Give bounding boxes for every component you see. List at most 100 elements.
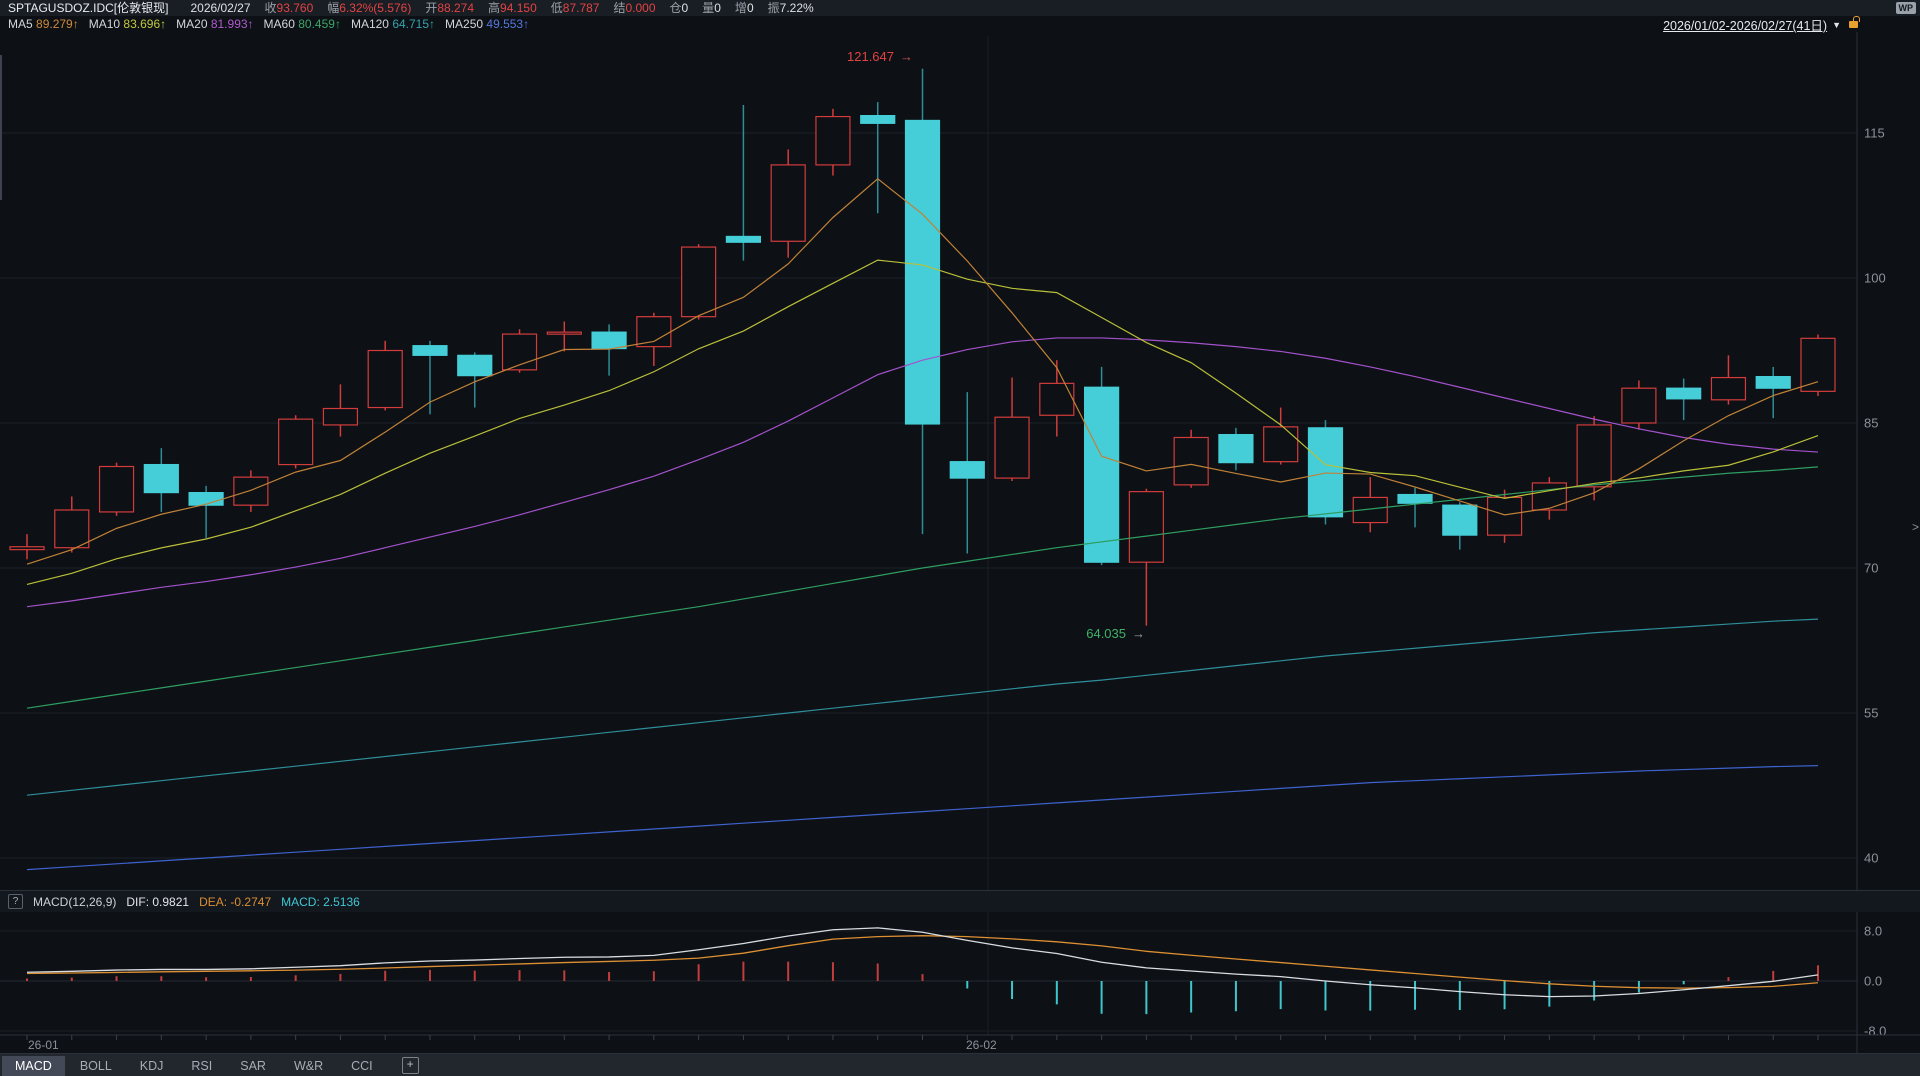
candle — [1442, 504, 1478, 536]
add-indicator-button[interactable]: + — [401, 1057, 419, 1074]
ma5-line — [26, 178, 1819, 565]
left-scroll-strip[interactable] — [0, 55, 2, 200]
x-axis-label: 26-01 — [28, 1038, 59, 1052]
macd-indicator-bar: ? MACD(12,26,9) DIF: 0.9821 DEA: -0.2747 MA… — [0, 890, 1920, 912]
candle — [98, 465, 135, 513]
dif-line — [26, 927, 1819, 998]
tab-macd[interactable]: MACD — [2, 1055, 65, 1076]
candle — [322, 407, 359, 426]
help-icon[interactable]: ? — [8, 894, 23, 909]
candle — [1755, 375, 1791, 389]
candle — [1128, 491, 1164, 563]
svg-text:100: 100 — [1864, 270, 1886, 285]
svg-text:0.0: 0.0 — [1864, 974, 1882, 989]
quote-field: 高94.150 — [488, 1, 537, 15]
tab-cci[interactable]: CCI — [351, 1058, 373, 1073]
candle — [1083, 386, 1120, 563]
candle — [54, 509, 90, 549]
candle — [1397, 493, 1433, 504]
unlock-icon[interactable] — [1849, 16, 1860, 28]
macd-value: MACD: 2.5136 — [281, 894, 360, 909]
ma-legend-ma120: MA120 64.715↑ — [350, 17, 436, 31]
svg-text:8.0: 8.0 — [1864, 924, 1882, 939]
candle — [994, 416, 1030, 479]
svg-text:70: 70 — [1864, 561, 1878, 576]
indicator-tab-bar: MACD BOLL KDJ RSI SAR W&R CCI + — [0, 1053, 1920, 1076]
date-range-control[interactable]: 2026/01/02-2026/02/27(41日) ▼ — [1663, 16, 1860, 33]
tab-kdj[interactable]: KDJ — [139, 1058, 164, 1073]
ma-legend-ma60: MA60 80.459↑ — [263, 17, 341, 31]
candle — [233, 476, 269, 506]
candle — [1800, 337, 1836, 392]
ma20-line — [26, 337, 1819, 608]
candle — [1621, 387, 1657, 424]
candle — [9, 546, 45, 551]
candle — [1486, 496, 1523, 536]
candle — [143, 463, 179, 494]
candle — [1666, 387, 1702, 400]
ma-legend-ma5: MA5 89.279↑ — [8, 17, 79, 31]
quote-date: 2026/02/27 — [190, 1, 251, 15]
candle — [1531, 482, 1567, 511]
candle — [546, 331, 582, 335]
quote-field: 量0 — [702, 1, 721, 15]
symbol-name: SPTAGUSDOZ.IDC[伦敦银现] — [8, 1, 169, 15]
macd-values: MACD(12,26,9) DIF: 0.9821 DEA: -0.2747 MACD… — [23, 895, 360, 909]
candle — [770, 164, 806, 242]
quote-field: 幅6.32%(5.576) — [327, 1, 412, 15]
x-axis-label: 26-02 — [966, 1038, 997, 1052]
svg-text:85: 85 — [1864, 416, 1878, 431]
macd-value: MACD(12,26,9) — [33, 894, 117, 909]
quote-field: 结0.000 — [613, 1, 656, 15]
candle — [278, 418, 314, 466]
wp-badge-icon[interactable]: WP — [1895, 2, 1916, 14]
svg-text:55: 55 — [1864, 706, 1878, 721]
candle — [1263, 426, 1299, 463]
quote-field: 振7.22% — [767, 1, 814, 15]
tab-rsi[interactable]: RSI — [191, 1058, 213, 1073]
quote-fields: 收93.760 幅6.32%(5.576) 开88.274 高94.150 低87.78… — [251, 0, 814, 16]
candle — [188, 492, 224, 506]
tab-boll[interactable]: BOLL — [79, 1058, 112, 1073]
candle — [1218, 434, 1254, 464]
macd-value: DIF: 0.9821 — [126, 894, 190, 909]
panel-expand-icon[interactable]: > — [1911, 520, 1919, 534]
dea-line — [26, 935, 1819, 989]
candle — [815, 115, 851, 166]
quote-field: 收93.760 — [264, 1, 314, 15]
tab-wr[interactable]: W&R — [293, 1058, 324, 1073]
date-range-label[interactable]: 2026/01/02-2026/02/27(41日) — [1663, 19, 1828, 33]
quote-field: 增0 — [734, 1, 754, 15]
candle — [1710, 376, 1747, 401]
ma-legend-items: MA5 89.279↑ MA10 83.696↑ MA20 81.993↑ MA60 … — [0, 16, 529, 32]
ma-legend-ma20: MA20 81.993↑ — [176, 17, 254, 31]
candle — [367, 349, 403, 409]
ma10-line — [26, 259, 1819, 586]
candle — [681, 246, 717, 318]
price-annotation: 121.647 — [847, 49, 894, 64]
price-annotation: 64.035 — [1086, 626, 1126, 641]
ma-legend-ma10: MA10 83.696↑ — [88, 17, 167, 31]
ma-legend-ma250: MA250 49.553↑ — [445, 17, 530, 31]
chevron-down-icon[interactable]: ▼ — [1832, 19, 1841, 30]
candle — [1039, 382, 1075, 416]
candle — [636, 316, 672, 348]
annotation-arrow-icon: → — [900, 49, 913, 64]
candle — [725, 235, 762, 243]
candle — [1173, 436, 1209, 486]
ma250-line — [26, 765, 1819, 871]
ma120-line — [26, 618, 1819, 796]
macd-value: DEA: -0.2747 — [199, 894, 272, 909]
candle — [591, 331, 627, 350]
tab-sar[interactable]: SAR — [240, 1058, 266, 1073]
quote-field: 低87.787 — [550, 1, 600, 15]
quote-field: 仓0 — [669, 1, 689, 15]
svg-text:40: 40 — [1864, 851, 1878, 866]
candle — [860, 114, 896, 124]
quote-header-bar: SPTAGUSDOZ.IDC[伦敦银现] 2026/02/27 收93.760 幅… — [0, 0, 1920, 16]
candle — [904, 119, 941, 425]
indicator-tabs: MACD BOLL KDJ RSI SAR W&R CCI — [0, 1055, 386, 1076]
candle — [1307, 427, 1344, 518]
